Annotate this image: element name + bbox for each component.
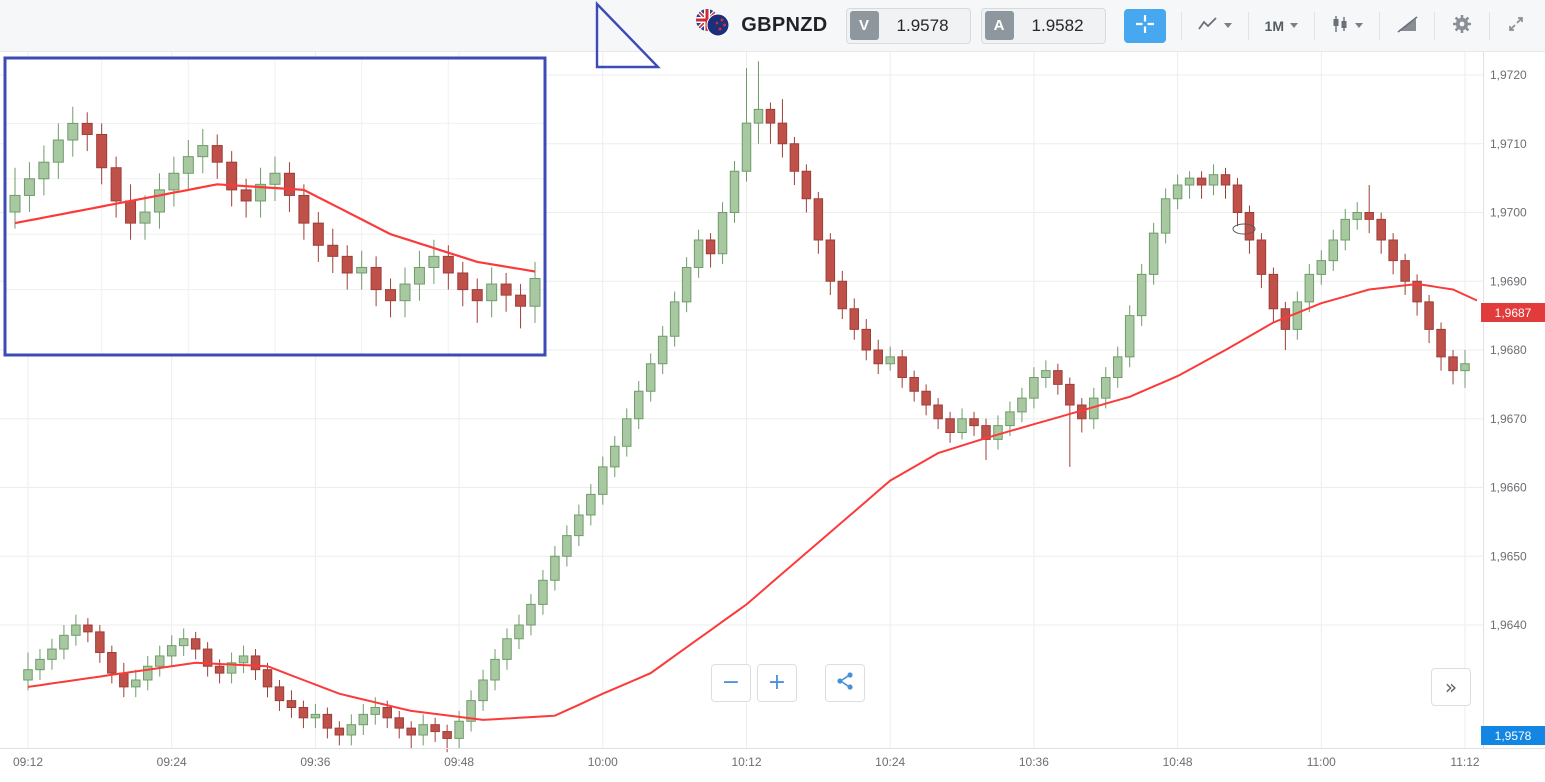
x-axis-label: 09:36 [300, 755, 330, 769]
y-axis-label: 1,9720 [1490, 68, 1527, 82]
chevron-down-icon [1355, 23, 1363, 28]
collapse-panel-button[interactable]: » [1431, 668, 1471, 706]
chart-toolbar: GBPNZD V 1.9578 A 1.9582 [0, 0, 1545, 52]
zoom-rectangle-inset[interactable] [3, 56, 547, 357]
x-axis-label: 09:48 [444, 755, 474, 769]
expand-icon [1506, 14, 1526, 37]
chevron-down-icon [1223, 23, 1232, 28]
price-chart[interactable]: 1,9720 1,9710 1,9700 1,9690 1,9680 1,9670 1,96… [0, 52, 1545, 782]
zoom-controls: − + [711, 664, 865, 702]
x-axis-label: 10:24 [875, 755, 905, 769]
trend-angle-icon [1396, 15, 1418, 36]
gear-icon [1451, 13, 1473, 38]
toolbar-separator [1489, 11, 1490, 40]
timeframe-label: 1M [1264, 17, 1284, 34]
bid-price-badge: 1,9578 [1481, 726, 1545, 745]
chevron-down-icon [1290, 23, 1298, 28]
x-axis-label: 10:36 [1019, 755, 1049, 769]
crosshair-icon [1134, 13, 1156, 38]
toolbar-separator [1247, 11, 1249, 40]
axes[interactable]: 1,9720 1,9710 1,9700 1,9690 1,9680 1,9670 1,96… [13, 68, 1527, 769]
y-axis-label: 1,9670 [1490, 412, 1527, 426]
share-button[interactable] [825, 664, 865, 702]
toolbar-separator [1379, 11, 1380, 40]
settings-button[interactable] [1445, 7, 1479, 44]
buy-price: 1.9582 [1031, 15, 1084, 35]
chart-type-dropdown[interactable] [1192, 10, 1238, 41]
x-axis-label: 11:12 [1450, 755, 1479, 769]
ma-price-badge: 1,9687 [1481, 303, 1545, 322]
toolbar-separator [1314, 11, 1315, 40]
symbol-name[interactable]: GBPNZD [741, 14, 828, 36]
toolbar-separator [1180, 11, 1182, 40]
grid [0, 52, 1483, 748]
x-axis-label: 10:48 [1163, 755, 1193, 769]
y-axis-label: 1,9710 [1490, 137, 1527, 151]
candles [23, 61, 1470, 753]
y-axis-label: 1,9690 [1490, 274, 1527, 288]
y-axis-label: 1,9700 [1490, 206, 1527, 220]
gbpnzd-flag-icon [693, 7, 731, 44]
buy-tag: A [984, 11, 1014, 40]
candlestick-style-icon [1331, 15, 1349, 36]
crosshair-button[interactable] [1123, 8, 1166, 43]
ellipse-drawing[interactable] [1232, 223, 1256, 235]
x-axis-label: 10:00 [588, 755, 618, 769]
timeframe-dropdown[interactable]: 1M [1259, 12, 1304, 40]
y-axis-label: 1,9660 [1490, 481, 1527, 495]
y-axis-label: 1,9650 [1490, 549, 1527, 563]
zoom-in-button[interactable]: + [757, 664, 797, 702]
zoom-out-button[interactable]: − [711, 664, 751, 702]
x-axis-label: 10:12 [731, 755, 761, 769]
fullscreen-button[interactable] [1500, 8, 1532, 43]
sell-price: 1.9578 [896, 15, 949, 35]
x-axis-label: 09:24 [157, 755, 187, 769]
sell-tag: V [849, 11, 879, 40]
trend-tools-button[interactable] [1390, 9, 1424, 42]
y-axis-label: 1,9640 [1490, 618, 1527, 632]
chart-type-icon [1197, 16, 1218, 35]
sell-button[interactable]: V 1.9578 [845, 7, 971, 44]
toolbar-separator [1434, 11, 1435, 40]
symbol-group: GBPNZD [693, 7, 827, 44]
x-axis-label: 09:12 [13, 755, 43, 769]
chart-style-dropdown[interactable] [1325, 9, 1369, 42]
buy-button[interactable]: A 1.9582 [980, 7, 1106, 44]
share-icon [835, 671, 855, 696]
moving-average-line[interactable] [27, 282, 1478, 721]
x-axis-label: 11:00 [1307, 755, 1336, 769]
y-axis-label: 1,9680 [1490, 343, 1527, 357]
